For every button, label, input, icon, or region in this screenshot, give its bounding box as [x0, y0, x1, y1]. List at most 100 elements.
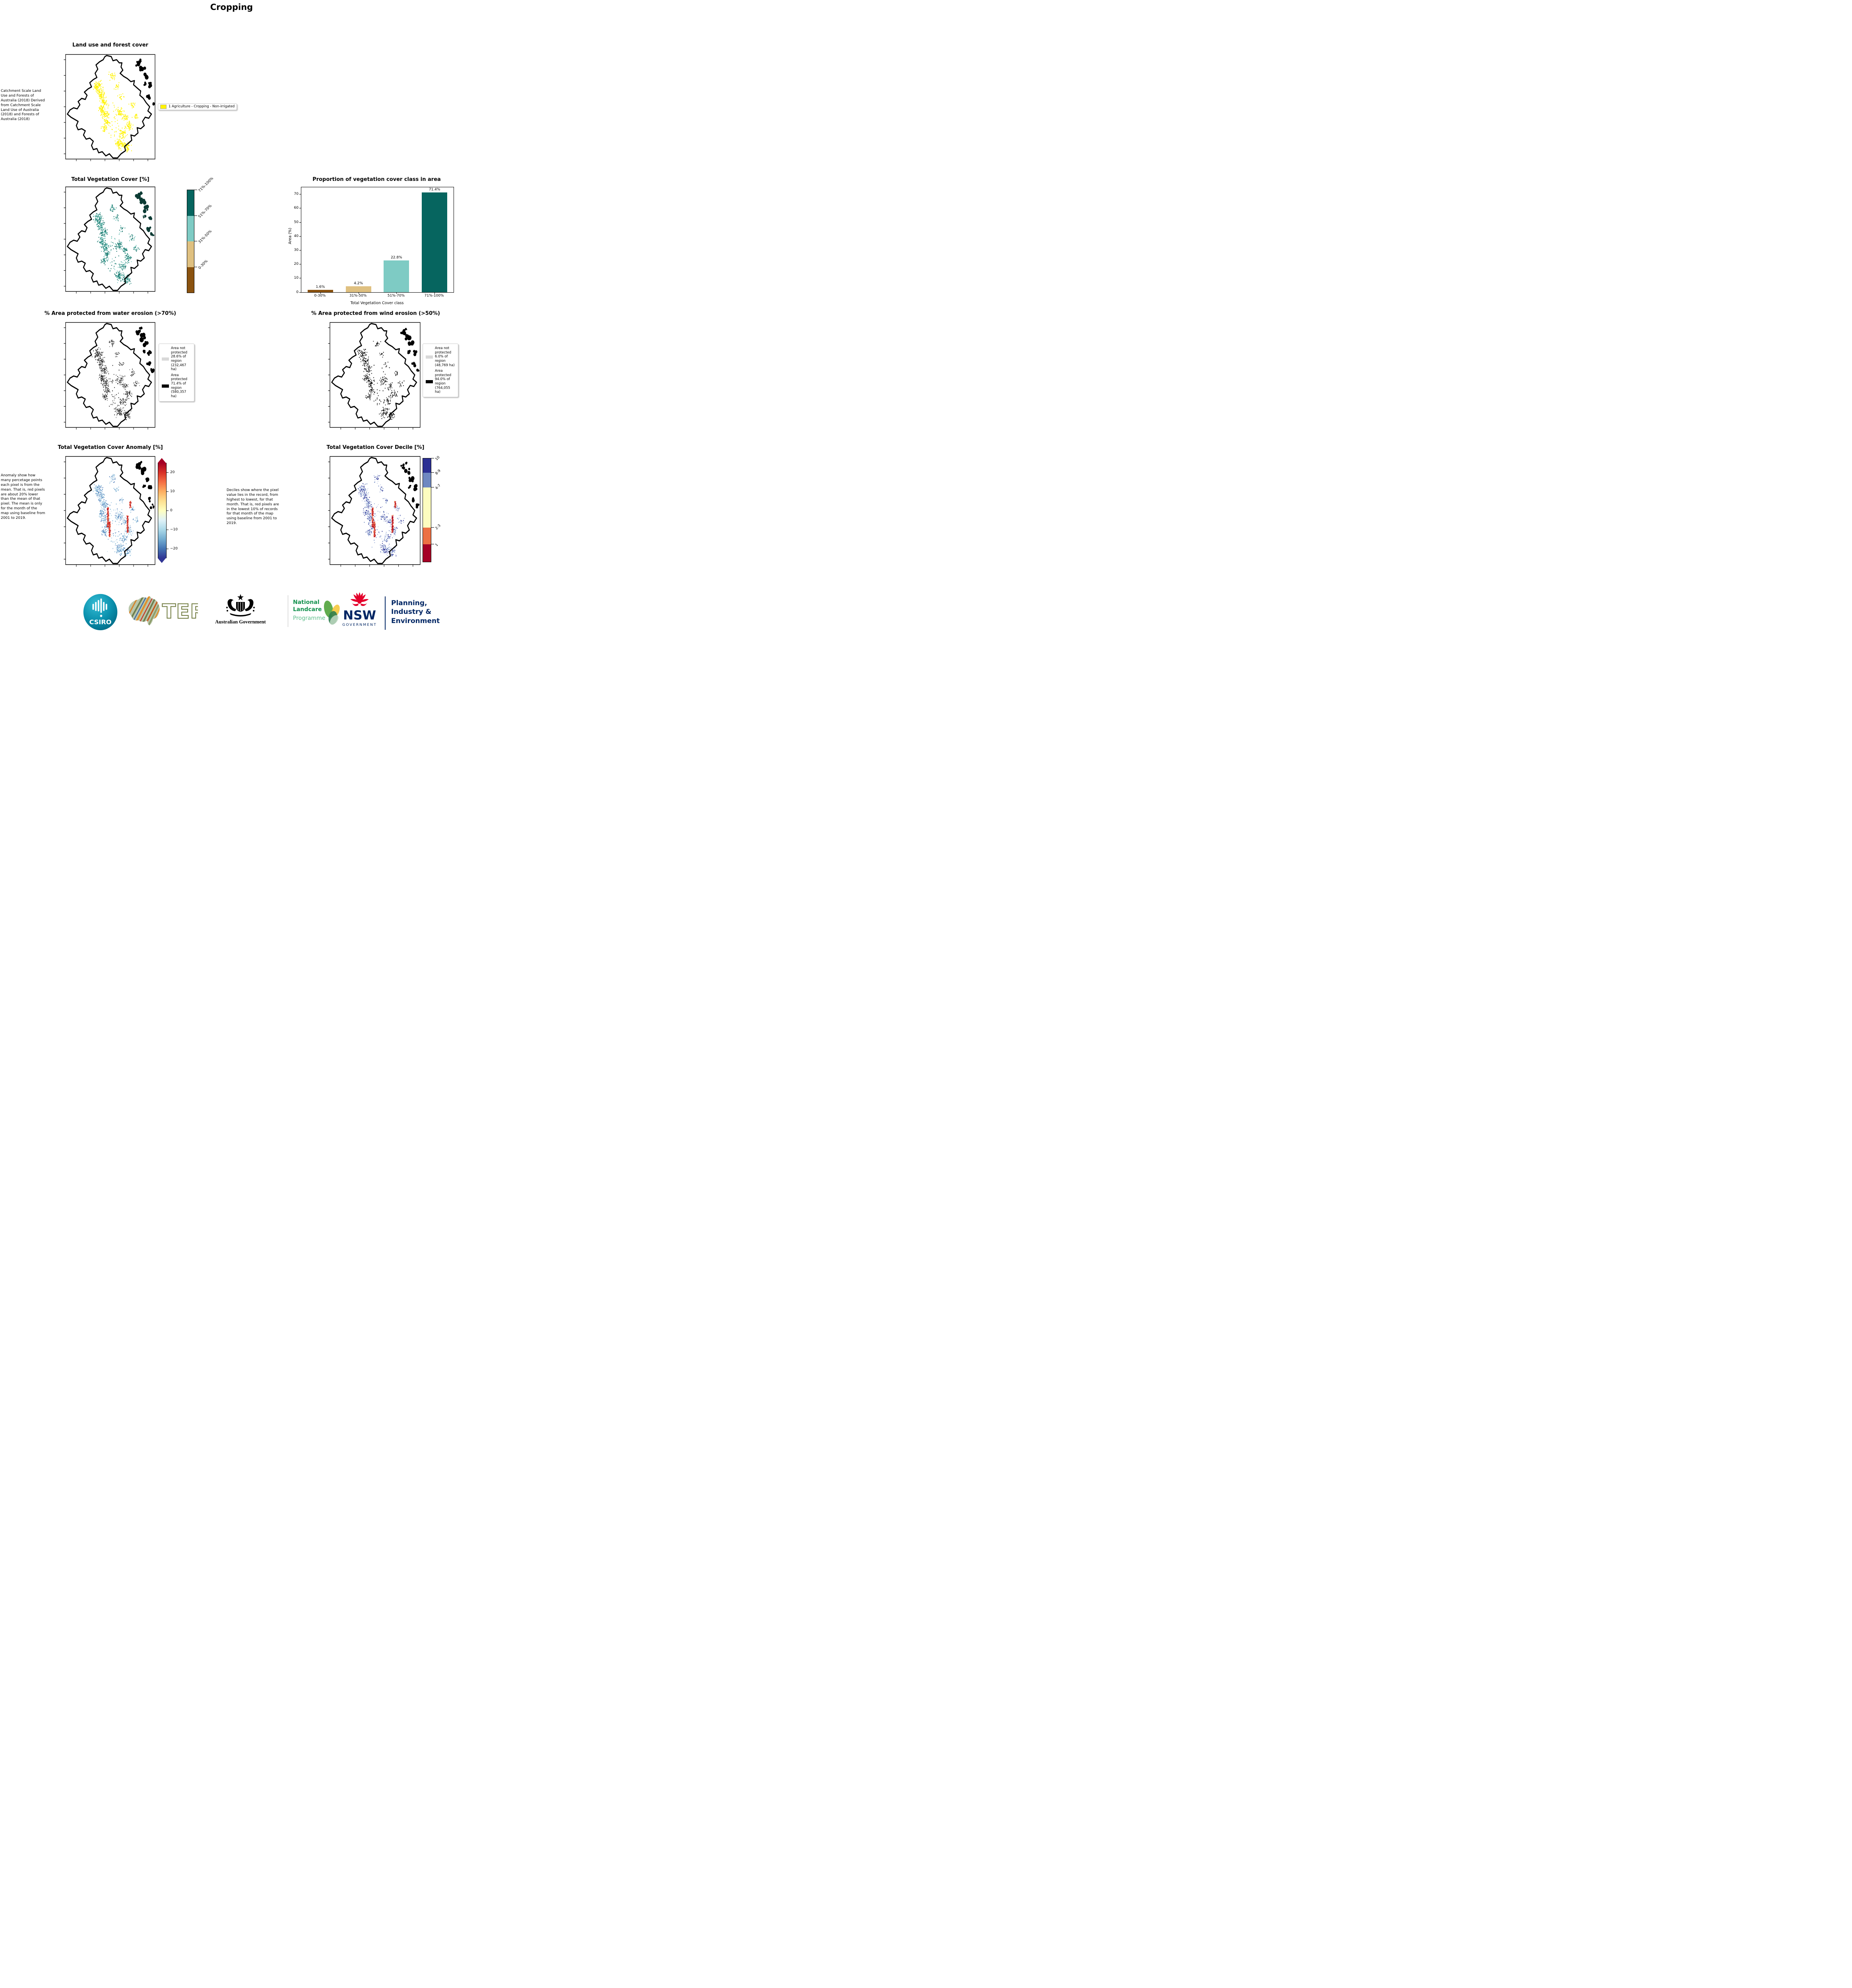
legend-label: Area protected 71.4% of region (580,357 …	[171, 373, 188, 398]
landcare-line1: National	[293, 599, 320, 606]
bar-71%-100%	[422, 192, 448, 292]
colorbar-segment	[423, 458, 431, 473]
nsw-sub-label: GOVERNMENT	[342, 623, 377, 627]
planning-logo-text: Planning, Industry & Environment	[391, 599, 463, 625]
bar-value-label: 4.2%	[354, 282, 363, 286]
landuse-note: Catchment Scale Land Use and Forests of …	[1, 89, 45, 122]
water-panel-title: % Area protected from water erosion (>70…	[44, 311, 176, 316]
colorbar-tick-label: −10	[170, 527, 178, 532]
legend-swatch	[162, 357, 169, 361]
decile-panel-title: Total Vegetation Cover Decile [%]	[326, 445, 425, 450]
bar-value-label: 22.8%	[391, 255, 402, 260]
colorbar-segment	[423, 544, 431, 562]
x-tick-label: 0-30%	[314, 294, 326, 298]
colorbar-tick-label: 20	[170, 470, 175, 474]
planning-line2: Industry &	[391, 608, 432, 616]
colorbar-tick-label: 31%-50%	[198, 229, 213, 245]
decile-colorbar: 10 8-9 4-7 2-3 1	[423, 455, 462, 562]
landcare-logo: National Landcare Programme	[293, 599, 340, 625]
legend-entry: Area not protected 6.0% of region (48,76…	[424, 346, 457, 368]
nsw-label: NSW	[343, 608, 376, 623]
wind-legend: Area not protected 6.0% of region (48,76…	[423, 344, 458, 397]
legend-label: Area protected 94.0% of region (764,055 …	[435, 369, 452, 394]
tvc-colorbar-bar	[187, 190, 194, 293]
colorbar-gradient	[158, 463, 167, 558]
colorbar-tick-label: 10	[434, 455, 441, 462]
decile-colorbar-bar	[423, 458, 431, 562]
x-tick	[434, 292, 435, 294]
colorbar-tick-label: 0-30%	[198, 259, 209, 270]
colorbar-tick	[194, 215, 197, 216]
coat-of-arms-icon	[226, 594, 255, 617]
legend-swatch	[426, 380, 433, 383]
colorbar-tick-label: 10	[170, 489, 175, 493]
landuse-panel-title: Land use and forest cover	[72, 42, 148, 48]
colorbar-tick-label: 1	[434, 543, 439, 547]
y-tick-label: 60	[294, 206, 299, 210]
anomaly-map	[64, 456, 155, 567]
colorbar-tick	[431, 472, 434, 473]
legend-label: Area not protected 6.0% of region (48,76…	[435, 346, 455, 367]
y-tick-label: 70	[294, 192, 299, 196]
planning-line1: Planning,	[391, 599, 427, 607]
colorbar-tick-label: 51%-70%	[198, 204, 213, 219]
ausgov-label: Australian Government	[215, 619, 266, 625]
colorbar-segment	[187, 267, 194, 293]
colorbar-segment	[187, 190, 194, 216]
legend-entry: Area protected 71.4% of region (580,357 …	[160, 373, 193, 400]
water-erosion-map	[64, 322, 155, 430]
anomaly-colorbar: 20 10 0 −10 −20	[158, 458, 194, 563]
nsw-logo: NSW GOVERNMENT	[342, 592, 377, 627]
landcare-line3: Programme	[293, 615, 325, 621]
tern-australia-icon	[128, 596, 160, 626]
x-tick-label: 31%-50%	[349, 294, 367, 298]
tern-logo: TERN	[128, 596, 198, 626]
y-tick-label: 40	[294, 234, 299, 238]
water-legend: Area not protected 28.6% of region (232,…	[159, 344, 194, 402]
colorbar-arrow-down	[158, 558, 166, 563]
wind-erosion-map	[328, 322, 421, 430]
bar-value-label: 1.6%	[316, 285, 325, 289]
colorbar-tick	[166, 491, 169, 492]
csiro-label: CSIRO	[89, 618, 112, 626]
colorbar-tick	[166, 472, 169, 473]
colorbar-arrow-up	[158, 458, 166, 463]
y-tick-label: 50	[294, 220, 299, 224]
waratah-icon	[350, 592, 369, 606]
y-tick	[299, 292, 301, 293]
colorbar-tick	[431, 527, 434, 528]
bar-31%-50%	[345, 286, 371, 292]
landcare-leaves-icon	[324, 600, 340, 625]
ausgov-logo: Australian Government	[215, 594, 266, 625]
legend-entry: 1 Agriculture - Cropping - Non-irrigated	[158, 104, 237, 110]
colorbar-tick-label: −20	[170, 546, 178, 551]
landuse-map	[64, 54, 155, 161]
legend-entry: Area not protected 28.6% of region (232,…	[160, 346, 193, 373]
landuse-legend: 1 Agriculture - Cropping - Non-irrigated	[158, 103, 237, 110]
legend-swatch	[160, 105, 167, 109]
y-tick-label: 30	[294, 248, 299, 252]
y-tick-label: 20	[294, 262, 299, 266]
colorbar-tick-label: 71%-100%	[198, 176, 215, 193]
legend-swatch	[162, 384, 169, 388]
csiro-waveform-icon	[92, 598, 107, 617]
bar-51%-70%	[384, 260, 409, 292]
logo-divider-2	[385, 596, 386, 630]
bar-0-30%	[307, 290, 333, 292]
landcare-line2: Landcare	[293, 606, 322, 613]
page-title: Cropping	[210, 2, 253, 12]
legend-swatch	[426, 355, 433, 359]
y-tick	[299, 222, 301, 223]
tern-label: TERN	[162, 600, 198, 623]
wind-panel-title: % Area protected from wind erosion (>50%…	[311, 311, 440, 316]
colorbar-segment	[187, 241, 194, 267]
anomaly-panel-title: Total Vegetation Cover Anomaly [%]	[58, 445, 163, 450]
anomaly-note: Anomaly show how many percetage points e…	[1, 474, 45, 520]
chart-title: Proportion of vegetation cover class in …	[312, 177, 441, 182]
bar-chart-plot: 0 10 20 30 40 50 60 70 1.6% 4.2% 22.8% 71.4%	[294, 187, 454, 294]
colorbar-segment	[187, 215, 194, 241]
tvc-map	[64, 186, 155, 294]
colorbar-segment	[423, 473, 431, 487]
tvc-panel-title: Total Vegetation Cover [%]	[71, 177, 149, 182]
colorbar-segment	[423, 528, 431, 544]
